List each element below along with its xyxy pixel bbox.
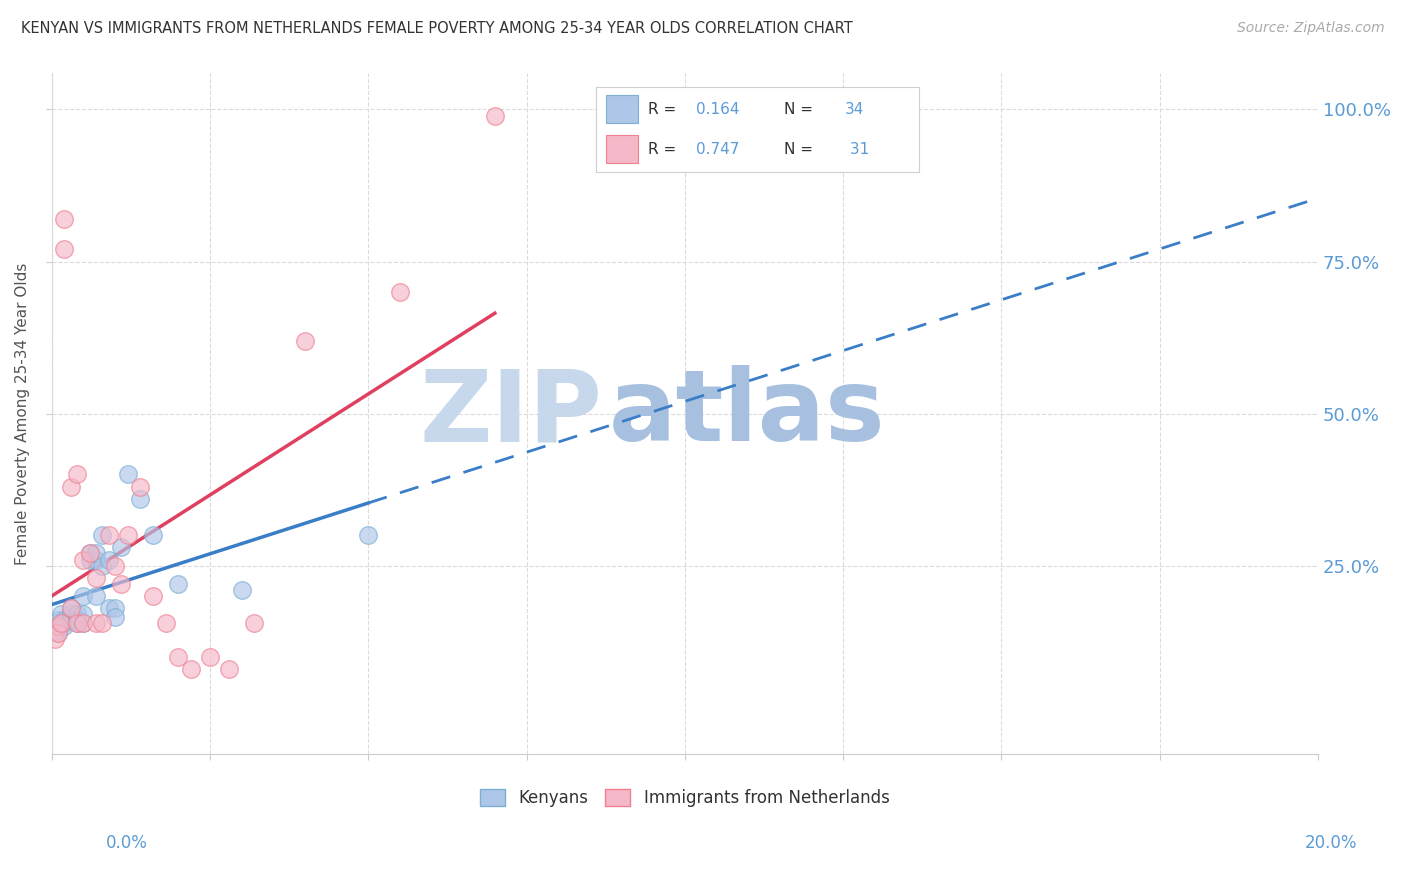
Point xyxy=(66,616,89,631)
Point xyxy=(44,632,66,646)
Point xyxy=(167,577,190,591)
Point xyxy=(53,619,76,633)
Point xyxy=(72,616,94,631)
Point xyxy=(66,607,89,622)
Point xyxy=(53,614,76,628)
Point xyxy=(243,616,266,631)
Point xyxy=(129,479,152,493)
Point xyxy=(46,619,69,633)
Point xyxy=(59,479,82,493)
Point xyxy=(49,616,72,631)
Point xyxy=(44,616,66,631)
Point xyxy=(117,467,139,482)
Point xyxy=(79,552,101,566)
Point xyxy=(91,616,114,631)
Point xyxy=(46,625,69,640)
Point xyxy=(388,285,411,299)
Point xyxy=(155,616,177,631)
Point xyxy=(46,614,69,628)
Point xyxy=(294,334,316,348)
Point xyxy=(66,616,89,631)
Point xyxy=(72,616,94,631)
Point xyxy=(129,491,152,506)
Point xyxy=(59,607,82,622)
Point xyxy=(110,577,132,591)
Point xyxy=(142,589,165,603)
Y-axis label: Female Poverty Among 25-34 Year Olds: Female Poverty Among 25-34 Year Olds xyxy=(15,262,30,565)
Point xyxy=(84,552,107,566)
Point xyxy=(72,589,94,603)
Point xyxy=(59,601,82,615)
Legend: Kenyans, Immigrants from Netherlands: Kenyans, Immigrants from Netherlands xyxy=(474,782,896,814)
Point xyxy=(66,467,89,482)
Point xyxy=(97,528,120,542)
Point xyxy=(79,547,101,561)
Point xyxy=(97,552,120,566)
Text: atlas: atlas xyxy=(609,365,886,462)
Point xyxy=(110,541,132,555)
Point xyxy=(91,528,114,542)
Point xyxy=(66,614,89,628)
Point xyxy=(117,528,139,542)
Point xyxy=(84,547,107,561)
Point xyxy=(142,528,165,542)
Point xyxy=(484,109,506,123)
Point xyxy=(84,571,107,585)
Point xyxy=(72,552,94,566)
Point xyxy=(53,616,76,631)
Point xyxy=(46,625,69,640)
Point xyxy=(59,601,82,615)
Point xyxy=(53,243,76,257)
Point xyxy=(198,649,221,664)
Point xyxy=(59,614,82,628)
Point xyxy=(180,662,202,676)
Text: 0.0%: 0.0% xyxy=(105,834,148,852)
Point xyxy=(91,558,114,573)
Point xyxy=(53,211,76,226)
Text: 20.0%: 20.0% xyxy=(1305,834,1357,852)
Point xyxy=(97,601,120,615)
Point xyxy=(49,607,72,622)
Point xyxy=(231,582,253,597)
Point xyxy=(104,601,127,615)
Point xyxy=(167,649,190,664)
Text: ZIP: ZIP xyxy=(419,365,603,462)
Text: Source: ZipAtlas.com: Source: ZipAtlas.com xyxy=(1237,21,1385,36)
Point xyxy=(104,558,127,573)
Point xyxy=(104,610,127,624)
Point xyxy=(84,616,107,631)
Point xyxy=(357,528,380,542)
Point xyxy=(79,547,101,561)
Text: KENYAN VS IMMIGRANTS FROM NETHERLANDS FEMALE POVERTY AMONG 25-34 YEAR OLDS CORRE: KENYAN VS IMMIGRANTS FROM NETHERLANDS FE… xyxy=(21,21,853,37)
Point xyxy=(218,662,240,676)
Point xyxy=(84,589,107,603)
Point xyxy=(72,607,94,622)
